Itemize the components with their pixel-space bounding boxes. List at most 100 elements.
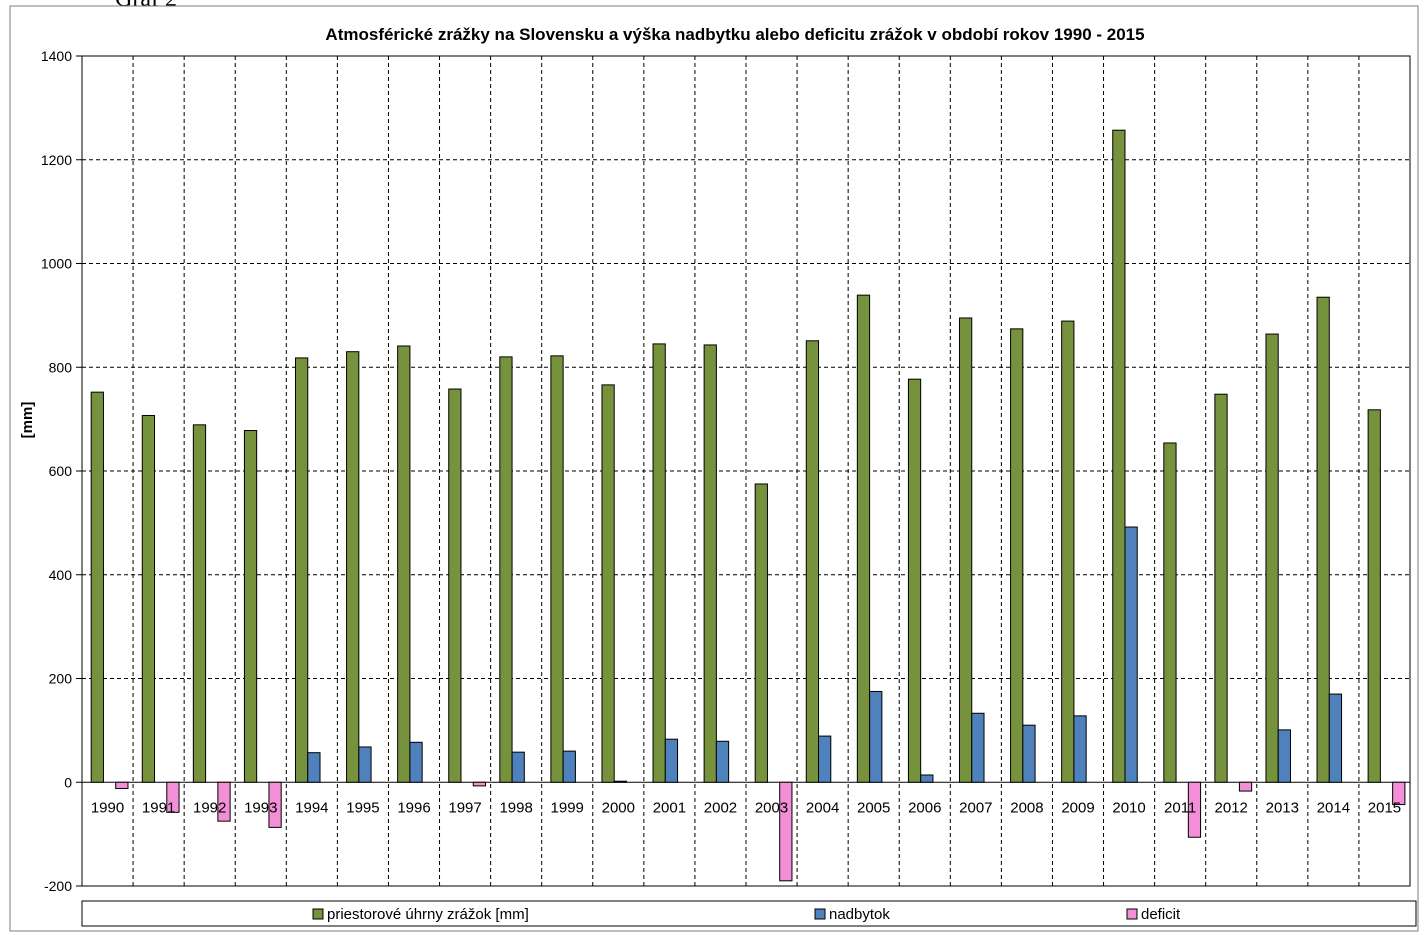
y-tick-label: 800: [49, 359, 73, 375]
chart-title: Atmosférické zrážky na Slovensku a výška…: [325, 25, 1144, 44]
x-tick-label: 2011: [1164, 799, 1196, 816]
bar-priestorové-2003: [754, 483, 768, 783]
x-tick-label: 1997: [448, 799, 481, 816]
bar-deficit-2012: [1238, 781, 1253, 792]
x-tick-label: 1990: [91, 799, 124, 816]
x-tick-label: 2014: [1317, 799, 1350, 816]
bar-priestorové-1994: [295, 357, 309, 783]
y-tick-label: 0: [64, 774, 72, 790]
legend-swatch: [312, 908, 324, 920]
legend-label: deficit: [1141, 906, 1181, 923]
bar-nadbytok-1996: [409, 741, 423, 783]
y-tick-label: -200: [44, 878, 72, 894]
y-tick-labels: -200 0 200 400 600 800 1000 1200 1400: [41, 48, 72, 894]
bar-nadbytok-2006: [920, 774, 934, 783]
bar-priestorové-2011: [1163, 442, 1177, 783]
y-tick-label: 1000: [41, 256, 72, 272]
bar-nadbytok-1998: [511, 751, 525, 783]
x-tick-labels: 1990 1991 1992 1993 1994 1995 1996 1997 1998 1999…: [91, 799, 1401, 816]
x-tick-label: 2005: [857, 799, 890, 816]
y-tick-label: 1400: [41, 48, 72, 64]
y-tick-label: 600: [49, 463, 73, 479]
x-tick-label: 1992: [193, 799, 226, 816]
bar-nadbytok-2009: [1073, 715, 1087, 783]
legend-box: [81, 900, 1417, 927]
bar-priestorové-1990: [90, 391, 104, 783]
legend: priestorové úhrny zrážok [mm] nadbytok def…: [81, 900, 1417, 927]
x-tick-label: 1999: [551, 799, 584, 816]
x-tick-label: 1995: [346, 799, 379, 816]
bar-nadbytok-1995: [358, 746, 372, 783]
bar-deficit-2015: [1392, 781, 1406, 806]
bar-nadbytok-2005: [869, 690, 883, 783]
x-tick-label: 1991: [142, 799, 175, 816]
bar-priestorové-2014: [1316, 296, 1330, 783]
bar-priestorové-2013: [1265, 333, 1279, 783]
bar-nadbytok-2000: [613, 780, 627, 783]
bar-priestorové-2007: [959, 317, 973, 783]
bar-nadbytok-1994: [307, 752, 321, 783]
y-tick-label: 400: [49, 567, 73, 583]
bar-priestorové-2012: [1214, 393, 1228, 783]
y-axis-label: [mm]: [19, 402, 36, 439]
bar-nadbytok-2010: [1124, 526, 1138, 783]
bar-nadbytok-2008: [1022, 724, 1036, 783]
bar-priestorové-2005: [856, 294, 871, 783]
legend-label: nadbytok: [829, 906, 890, 923]
x-tick-label: 1998: [499, 799, 532, 816]
bar-priestorové-2001: [652, 343, 666, 783]
bar-nadbytok-1999: [562, 750, 576, 783]
bar-priestorové-2004: [805, 340, 820, 783]
x-tick-label: 2009: [1061, 799, 1094, 816]
bar-priestorové-1995: [346, 351, 360, 783]
bar-deficit-1992: [217, 781, 231, 822]
x-tick-label: 2007: [959, 799, 992, 816]
bar-priestorové-1999: [550, 355, 564, 783]
bar-deficit-1990: [115, 781, 129, 789]
bar-deficit-1997: [472, 781, 487, 787]
x-tick-label: 2006: [908, 799, 941, 816]
bar-priestorové-1996: [397, 345, 411, 783]
bar-nadbytok-2004: [818, 735, 832, 783]
bar-nadbytok-2001: [664, 738, 679, 783]
x-tick-label: 2012: [1215, 799, 1248, 816]
bar-priestorové-1991: [141, 414, 156, 783]
bar-priestorové-1998: [499, 356, 513, 783]
bar-priestorové-2006: [907, 378, 922, 783]
x-tick-label: 2008: [1010, 799, 1043, 816]
y-tick-label: 1200: [41, 152, 72, 168]
bar-deficit-2003: [779, 781, 793, 882]
bars: [90, 129, 1406, 882]
x-tick-label: 2001: [653, 799, 686, 816]
bar-priestorové-2000: [601, 384, 615, 783]
bar-priestorové-2009: [1061, 320, 1075, 783]
bar-priestorové-1993: [243, 430, 258, 783]
x-tick-label: 2000: [602, 799, 635, 816]
bar-nadbytok-2013: [1277, 729, 1291, 783]
bar-priestorové-2010: [1112, 129, 1126, 783]
y-tick-label: 200: [49, 671, 73, 687]
bar-nadbytok-2007: [971, 712, 985, 783]
x-tick-label: 2013: [1266, 799, 1299, 816]
bar-priestorové-2008: [1010, 328, 1024, 783]
legend-swatch: [1126, 908, 1138, 920]
x-tick-label: 2015: [1368, 799, 1401, 816]
bar-deficit-2011: [1187, 781, 1202, 838]
bar-nadbytok-2002: [715, 740, 730, 783]
x-tick-label: 1993: [244, 799, 277, 816]
bar-priestorové-2002: [703, 344, 717, 783]
legend-swatch: [814, 908, 826, 920]
x-tick-label: 2003: [755, 799, 788, 816]
x-tick-label: 2002: [704, 799, 737, 816]
x-tick-label: 2004: [806, 799, 839, 816]
bar-deficit-1993: [268, 781, 282, 828]
bar-priestorové-1992: [192, 424, 207, 783]
legend-label: priestorové úhrny zrážok [mm]: [327, 906, 529, 923]
gridlines: [76, 55, 1411, 887]
bar-nadbytok-2014: [1328, 693, 1343, 783]
x-tick-label: 2010: [1112, 799, 1145, 816]
x-tick-label: 1996: [397, 799, 430, 816]
bar-priestorové-1997: [448, 388, 462, 783]
x-tick-label: 1994: [295, 799, 328, 816]
